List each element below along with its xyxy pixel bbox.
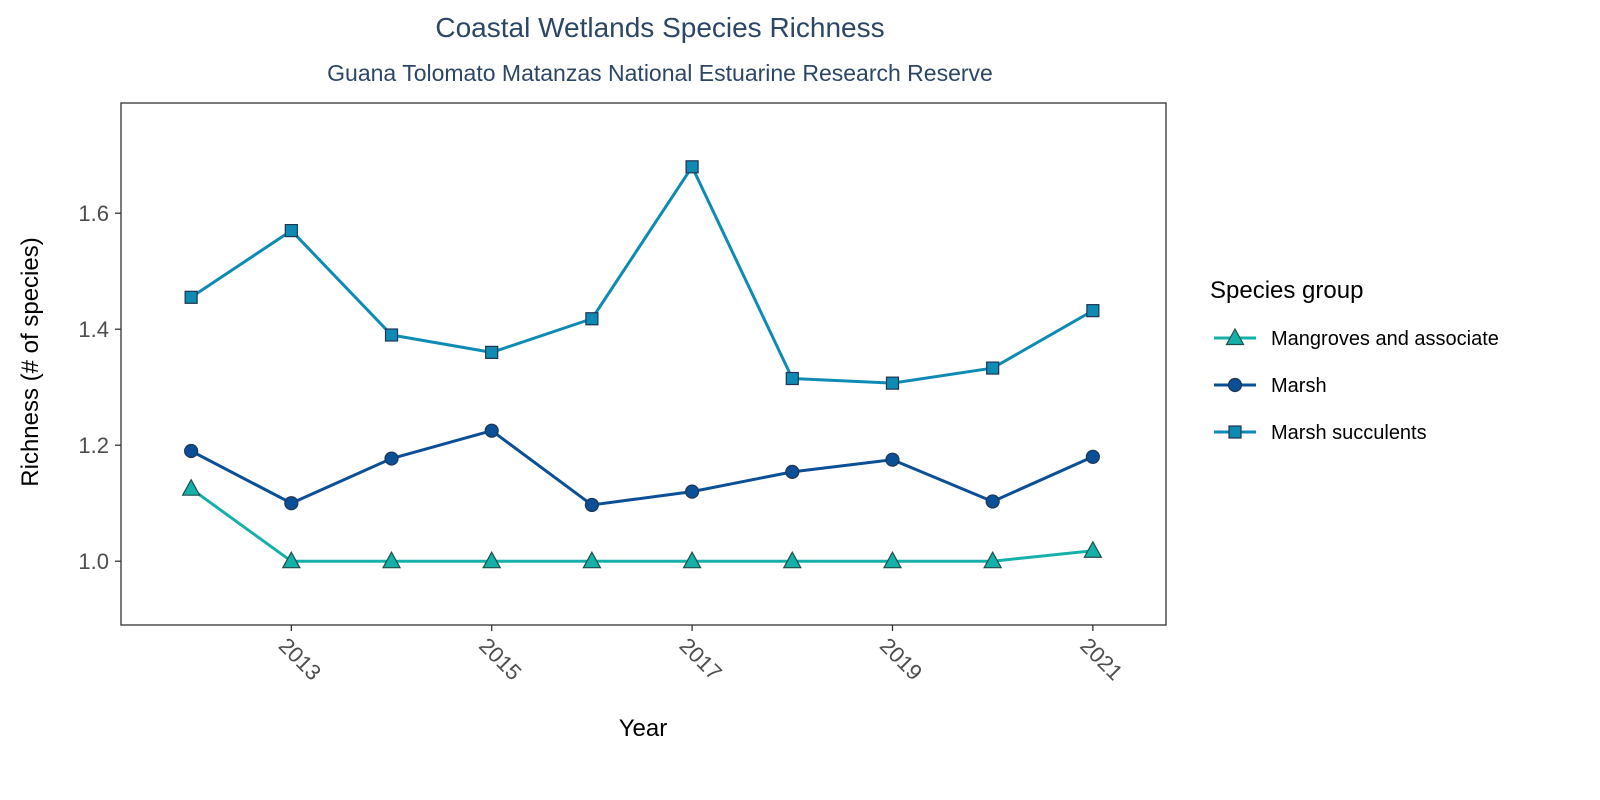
x-tick-label: 2021 bbox=[1075, 633, 1127, 685]
data-point bbox=[682, 550, 702, 569]
series-line bbox=[190, 487, 1094, 563]
y-axis-title: Richness (# of species) bbox=[17, 237, 44, 486]
data-point bbox=[882, 550, 902, 569]
data-point bbox=[284, 224, 298, 238]
data-point bbox=[484, 423, 499, 438]
series-circle bbox=[184, 423, 1100, 513]
data-point bbox=[585, 312, 599, 326]
legend-title: Species group bbox=[1210, 277, 1363, 304]
y-tick-label: 1.2 bbox=[78, 433, 109, 458]
legend-item: Marsh bbox=[1214, 375, 1327, 397]
data-point bbox=[985, 494, 1000, 509]
data-point bbox=[785, 464, 800, 479]
data-point bbox=[584, 497, 600, 513]
series-line bbox=[190, 165, 1094, 385]
legend: Species group Mangroves and associate Mar… bbox=[1210, 277, 1499, 444]
x-tick-label: 2013 bbox=[274, 633, 326, 685]
chart-title: Coastal Wetlands Species Richness bbox=[435, 12, 885, 43]
data-point bbox=[382, 550, 402, 569]
data-point bbox=[1085, 449, 1100, 464]
x-axis-title: Year bbox=[619, 715, 668, 742]
series-square bbox=[184, 160, 1100, 390]
plot-border bbox=[120, 102, 1167, 626]
data-point bbox=[582, 550, 602, 569]
data-point bbox=[1083, 540, 1103, 558]
series-triangle bbox=[181, 478, 1103, 569]
data-point bbox=[281, 550, 301, 569]
data-point bbox=[986, 361, 1000, 375]
legend-label: Marsh succulents bbox=[1271, 422, 1427, 444]
y-tick-label: 1.6 bbox=[78, 201, 109, 226]
data-point bbox=[885, 376, 900, 390]
data-point bbox=[983, 550, 1003, 569]
legend-key-marker bbox=[1227, 377, 1243, 393]
y-axis: 1.0 1.2 1.4 1.6 bbox=[78, 201, 121, 574]
data-point bbox=[1086, 304, 1100, 318]
data-point bbox=[885, 452, 900, 467]
plot-panel bbox=[120, 102, 1167, 626]
x-tick-label: 2017 bbox=[675, 633, 727, 685]
y-tick-label: 1.4 bbox=[78, 317, 109, 342]
chart-subtitle: Guana Tolomato Matanzas National Estuari… bbox=[327, 60, 993, 86]
data-point bbox=[384, 451, 399, 466]
x-tick-label: 2019 bbox=[875, 633, 927, 685]
series-line bbox=[190, 429, 1094, 507]
data-point bbox=[782, 550, 802, 569]
legend-item: Mangroves and associate bbox=[1214, 327, 1499, 350]
data-point bbox=[785, 371, 799, 386]
data-point bbox=[685, 160, 699, 174]
y-tick-label: 1.0 bbox=[78, 549, 109, 574]
x-tick-label: 2015 bbox=[474, 633, 526, 685]
legend-label: Mangroves and associate bbox=[1271, 328, 1499, 350]
data-point bbox=[284, 496, 299, 511]
x-axis: 2013 2015 2017 2019 2021 bbox=[274, 625, 1128, 685]
data-point bbox=[684, 484, 700, 499]
data-point bbox=[184, 290, 198, 304]
data-point bbox=[384, 328, 399, 342]
data-point bbox=[485, 345, 499, 359]
data-point bbox=[184, 443, 199, 459]
data-point bbox=[181, 478, 201, 496]
data-point bbox=[482, 550, 502, 569]
legend-key-marker bbox=[1228, 425, 1242, 439]
series-layer bbox=[181, 160, 1103, 569]
legend-label: Marsh bbox=[1271, 375, 1327, 397]
legend-item: Marsh succulents bbox=[1214, 422, 1427, 444]
legend-key-marker bbox=[1225, 327, 1245, 346]
